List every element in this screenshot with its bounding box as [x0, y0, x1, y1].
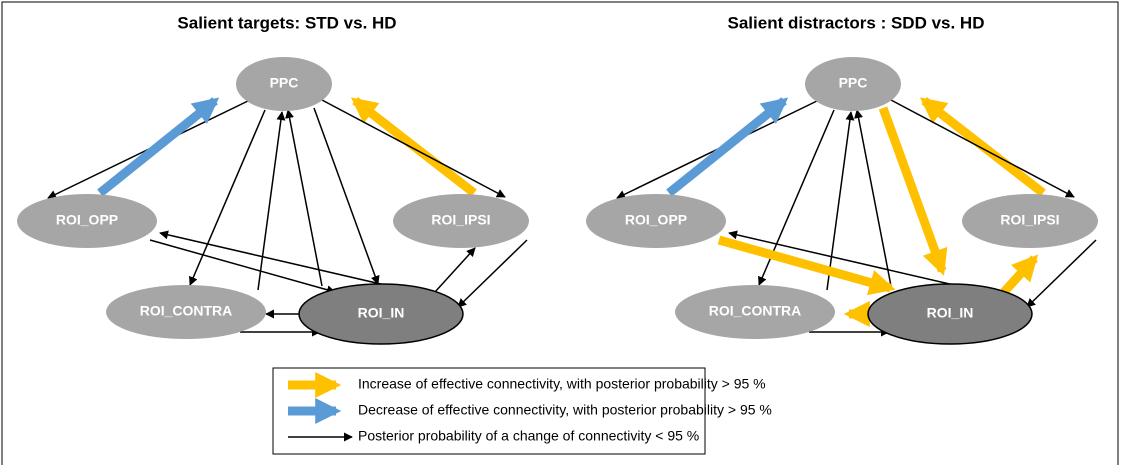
connection-arrow [321, 99, 506, 198]
connection-arrow [717, 235, 896, 296]
node-label: ROI_CONTRA [140, 303, 233, 319]
node-label: ROI_IPSI [431, 212, 490, 228]
node-label: ROI_IPSI [1000, 212, 1059, 228]
connection-arrow [257, 111, 286, 291]
node-label: PPC [270, 75, 299, 91]
node [675, 285, 835, 339]
node [393, 194, 529, 248]
node [298, 283, 464, 345]
node-label: PPC [839, 75, 868, 91]
connection-arrow [854, 109, 892, 287]
connection-arrow [350, 97, 477, 197]
panel-title: Salient distractors : SDD vs. HD [728, 13, 985, 32]
connection-arrow [826, 111, 855, 291]
connection-arrow [97, 97, 220, 197]
node [867, 283, 1033, 345]
node [17, 194, 157, 248]
legend-label: Posterior probability of a change of con… [358, 428, 699, 444]
node-label: ROI_OPP [625, 212, 687, 228]
connection-arrow [919, 97, 1046, 197]
node-label: ROI_OPP [56, 212, 118, 228]
node [106, 285, 266, 339]
connection-arrow [890, 99, 1075, 198]
connection-arrow [189, 109, 266, 286]
connection-arrow [666, 97, 789, 197]
node-label: ROI_IN [358, 305, 405, 321]
connection-arrow [285, 109, 323, 287]
connection-arrow [457, 239, 528, 308]
panel-title: Salient targets: STD vs. HD [177, 13, 396, 32]
connection-arrow [878, 106, 948, 276]
legend-label: Decrease of effective connectivity, with… [358, 402, 772, 418]
connection-arrow [313, 107, 380, 285]
connection-arrow [1000, 254, 1039, 296]
node-label: ROI_CONTRA [709, 303, 802, 319]
legend-label: Increase of effective connectivity, with… [358, 376, 766, 392]
connection-arrow [1026, 239, 1097, 308]
node [962, 194, 1098, 248]
connection-arrow [728, 230, 968, 289]
connection-arrow [434, 247, 476, 293]
node [586, 194, 726, 248]
connection-arrow [149, 239, 336, 295]
connection-arrow [159, 230, 399, 289]
node-label: ROI_IN [927, 305, 974, 321]
node [236, 57, 332, 111]
node [805, 57, 901, 111]
